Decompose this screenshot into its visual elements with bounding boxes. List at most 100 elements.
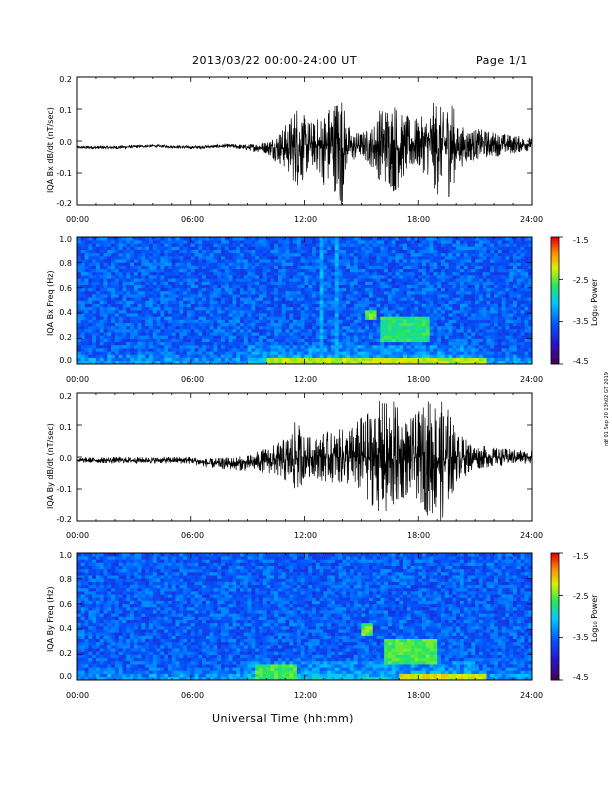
panel2-spectro-cell xyxy=(236,335,241,339)
panel2-spectro-cell xyxy=(114,313,120,317)
panel2-spectro-cell xyxy=(160,313,165,317)
panel2-spectro-cell xyxy=(221,268,226,273)
panel2-spectro-cell xyxy=(80,357,85,362)
panel2-spectro-cell xyxy=(175,325,180,330)
panel2-spectro-cell xyxy=(88,275,93,279)
panel2-spectro-cell xyxy=(209,284,214,289)
panel2-spectro-cell xyxy=(331,335,336,339)
panel2-spectro-cell xyxy=(482,252,487,257)
panel2-spectro-cell xyxy=(315,316,320,320)
panel2-spectro-cell xyxy=(118,237,123,241)
panel2-spectro-cell xyxy=(452,287,457,292)
panel2-spectro-cell xyxy=(395,310,400,314)
panel2-spectro-cell xyxy=(513,287,518,292)
panel2-spectro-cell xyxy=(433,313,438,317)
panel2-spectro-cell xyxy=(198,275,203,279)
panel2-spectro-cell xyxy=(509,256,514,260)
panel2-spectro-cell xyxy=(422,338,427,343)
panel2-spectro-cell xyxy=(300,281,305,285)
panel2-spectro-cell xyxy=(202,278,207,282)
panel2-spectro-cell xyxy=(190,240,195,244)
panel2-spectro-cell xyxy=(133,297,138,301)
panel2-spectro-cell xyxy=(266,290,271,295)
panel2-spectro-cell xyxy=(160,306,165,311)
panel2-spectro-cell xyxy=(353,335,358,339)
panel2-spectro-cell xyxy=(285,284,290,289)
panel2-spectro-cell xyxy=(516,297,521,301)
panel2-spectro-cell xyxy=(528,332,533,336)
panel2-spectro-cell xyxy=(202,249,207,254)
panel2-spectro-cell xyxy=(361,329,366,333)
panel2-spectro-cell xyxy=(376,265,381,270)
panel2-spectro-cell xyxy=(126,338,131,343)
panel2-spectro-cell xyxy=(240,240,245,244)
panel2-spectro-cell xyxy=(395,271,400,276)
panel2-spectro-cell xyxy=(403,325,408,330)
panel2-spectro-cell xyxy=(331,287,336,292)
panel2-spectro-cell xyxy=(494,237,499,241)
panel2-spectro-cell xyxy=(281,237,286,241)
panel2-spectro-cell xyxy=(92,290,97,295)
panel2-spectro-cell xyxy=(190,344,195,349)
panel2-spectro-cell xyxy=(209,303,214,308)
panel2-spectro-cell xyxy=(205,306,211,311)
panel2-spectro-cell xyxy=(179,354,184,358)
panel2-spectro-cell xyxy=(425,354,430,358)
panel2-spectro-cell xyxy=(209,338,214,343)
panel2-spectro-cell xyxy=(380,357,385,362)
panel2-spectro-cell xyxy=(122,297,127,301)
panel2-spectro-cell xyxy=(501,306,506,311)
panel2-spectro-cell xyxy=(92,262,97,266)
panel2-spectro-cell xyxy=(285,300,290,304)
panel2-spectro-cell xyxy=(463,351,468,355)
panel2-spectro-cell xyxy=(277,290,283,295)
panel2-spectro-cell xyxy=(80,354,85,358)
panel2-spectro-cell xyxy=(92,268,97,273)
panel2-spectro-cell xyxy=(414,297,419,301)
panel2-spectro-cell xyxy=(274,265,279,270)
panel2-spectro-cell xyxy=(459,290,465,295)
panel2-spectro-cell xyxy=(456,243,461,247)
panel2-spectro-cell xyxy=(486,265,491,270)
panel2-spectro-cell xyxy=(497,357,502,362)
panel2-spectro-cell xyxy=(520,284,525,289)
panel2-spectro-cell xyxy=(217,262,222,266)
panel2-spectro-cell xyxy=(490,338,495,343)
panel2-spectro-cell xyxy=(209,265,214,270)
panel2-spectro-cell xyxy=(418,344,423,349)
panel2-spectro-cell xyxy=(395,246,400,250)
panel2-spectro-cell xyxy=(520,275,525,279)
panel2-spectro-cell xyxy=(84,275,89,279)
panel2-spectro-cell xyxy=(528,303,533,308)
panel2-spectro-cell xyxy=(107,249,112,254)
panel2-spectro-cell xyxy=(528,341,533,346)
panel2-spectro-cell xyxy=(486,351,491,355)
panel2-spectro-cell xyxy=(293,332,298,336)
panel2-spectro-cell xyxy=(103,268,108,273)
panel2-spectro-cell xyxy=(243,240,248,244)
panel2-spectro-cell xyxy=(501,240,506,244)
panel2-spectro-cell xyxy=(399,268,404,273)
panel2-spectro-cell xyxy=(494,246,499,250)
panel2-spectro-cell xyxy=(456,313,461,317)
panel2-spectro-cell xyxy=(452,344,457,349)
panel2-spectro-cell xyxy=(456,252,461,257)
panel2-spectro-cell xyxy=(103,287,108,292)
panel2-spectro-cell xyxy=(315,268,320,273)
panel2-spectro-cell xyxy=(410,300,415,304)
panel2-spectro-cell xyxy=(103,348,108,352)
panel2-spectro-cell xyxy=(262,322,267,327)
panel2-spectro-cell xyxy=(168,300,173,304)
panel2-spectro-cell xyxy=(387,284,393,289)
panel2-spectro-cell xyxy=(285,351,290,355)
panel2-spectro-cell xyxy=(520,237,525,241)
panel2-spectro-cell xyxy=(236,252,241,257)
panel2-spectro-cell xyxy=(414,303,419,308)
panel2-spectro-cell xyxy=(361,344,366,349)
panel2-spectro-cell xyxy=(387,322,393,327)
panel2-spectro-cell xyxy=(293,240,298,244)
panel2-spectro-cell xyxy=(126,243,131,247)
panel2-spectro-cell xyxy=(403,290,408,295)
panel2-spectro-cell xyxy=(186,341,192,346)
panel2-spectro-cell xyxy=(285,290,290,295)
